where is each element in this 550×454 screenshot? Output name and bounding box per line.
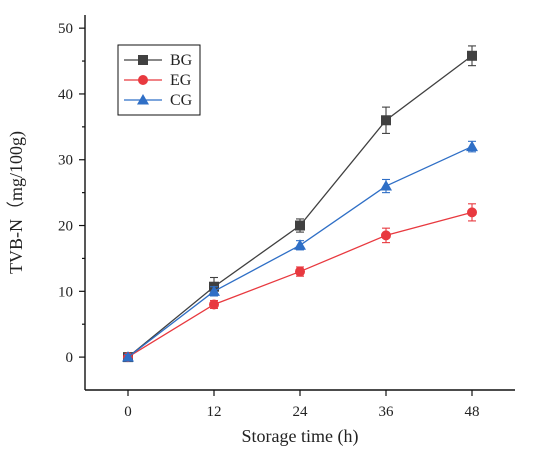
data-point-cg <box>208 285 220 296</box>
legend-label-cg: CG <box>170 92 193 109</box>
data-point-cg <box>380 180 392 191</box>
data-point-bg <box>467 50 477 61</box>
legend-marker-eg <box>138 75 148 85</box>
legend-marker-bg <box>138 55 148 65</box>
data-point-cg <box>466 140 478 152</box>
legend-item-bg: BG <box>124 52 193 69</box>
data-point-cg <box>122 351 134 362</box>
data-point-eg <box>381 230 391 241</box>
data-point-eg <box>209 299 219 310</box>
data-point-eg <box>467 207 477 218</box>
y-tick-label: 50 <box>58 21 73 37</box>
y-tick-label: 30 <box>58 153 73 169</box>
data-point-bg <box>381 115 391 126</box>
series-line-eg <box>127 211 473 358</box>
x-tick-label: 0 <box>124 404 132 420</box>
y-tick-label: 20 <box>58 219 73 235</box>
legend-label-eg: EG <box>170 72 192 89</box>
series-cg <box>122 140 478 362</box>
y-axis-title: TVB-N（mg/100g) <box>6 131 27 274</box>
legend: BG EG CG <box>117 44 201 116</box>
y-tick-label: 40 <box>58 87 73 103</box>
legend-item-cg: CG <box>124 92 193 109</box>
series <box>122 45 478 363</box>
ticks: 0 12 24 36 48 0 10 20 30 40 50 <box>58 21 480 420</box>
legend-label-bg: BG <box>170 52 193 69</box>
y-tick-label: 10 <box>58 284 73 300</box>
x-tick-label: 36 <box>379 404 395 420</box>
x-tick-label: 12 <box>207 404 222 420</box>
legend-marker-cg <box>137 94 149 105</box>
y-tick-label: 0 <box>66 350 74 366</box>
legend-item-eg: EG <box>124 72 192 89</box>
data-point-bg <box>295 220 305 231</box>
x-tick-label: 48 <box>465 404 480 420</box>
data-point-eg <box>295 266 305 277</box>
data-point-cg <box>294 239 306 250</box>
x-axis-title: Storage time (h) <box>242 426 359 447</box>
series-bg <box>123 45 477 363</box>
x-tick-label: 24 <box>293 404 309 420</box>
